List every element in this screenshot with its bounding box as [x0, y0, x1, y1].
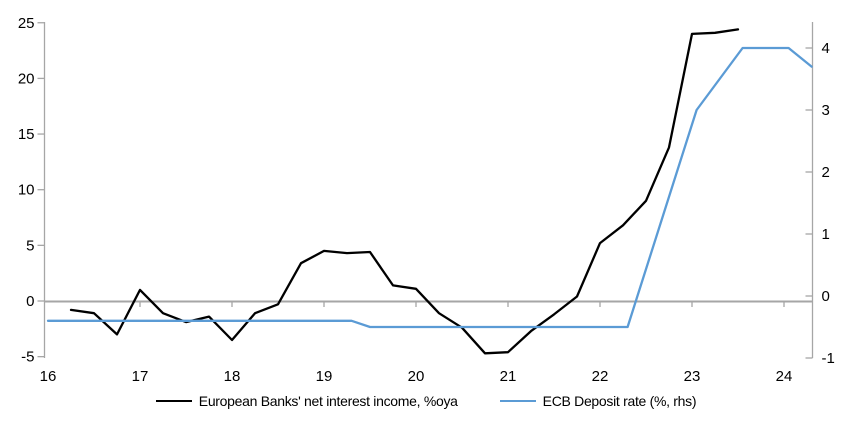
series-line-net-interest-income	[69, 28, 740, 355]
left-axis-tick-label: 15	[18, 126, 35, 143]
x-axis-tick-label: 16	[40, 368, 57, 385]
black-line-sample-icon	[155, 400, 192, 402]
left-axis-tick-label: 10	[18, 182, 35, 199]
right-axis-tick-label: -1	[822, 350, 835, 367]
left-axis-tick-label: -5	[21, 349, 34, 366]
legend-label-ecb-deposit-rate: ECB Deposit rate (%, rhs)	[542, 393, 697, 409]
left-axis-tick-label: 0	[26, 293, 34, 310]
legend-item-net-interest-income: European Banks' net interest income, %oy…	[155, 393, 458, 409]
x-axis-tick-label: 24	[776, 368, 793, 385]
x-axis-tick-label: 21	[500, 368, 517, 385]
right-axis-tick-label: 4	[822, 40, 830, 57]
left-axis-tick-label: 5	[26, 237, 34, 254]
x-axis-tick-label: 23	[684, 368, 701, 385]
left-axis-tick-label: 20	[18, 70, 35, 87]
x-axis-tick-label: 20	[408, 368, 425, 385]
series-line-ecb-deposit-rate	[46, 46, 813, 329]
right-axis-tick-label: 3	[822, 102, 830, 119]
x-axis-tick-label: 19	[316, 368, 333, 385]
x-axis-tick-label: 17	[132, 368, 149, 385]
right-axis-tick-label: 1	[822, 226, 830, 243]
chart-legend: European Banks' net interest income, %oy…	[0, 393, 852, 409]
blue-line-sample-icon	[499, 400, 536, 402]
right-axis-tick-label: 2	[822, 164, 830, 181]
legend-label-net-interest-income: European Banks' net interest income, %oy…	[198, 393, 458, 409]
right-axis-tick-label: 0	[822, 288, 830, 305]
legend-item-ecb-deposit-rate: ECB Deposit rate (%, rhs)	[499, 393, 697, 409]
left-axis-tick-label: 25	[18, 15, 35, 32]
x-axis-tick-label: 18	[224, 368, 241, 385]
x-axis-tick-label: 22	[592, 368, 609, 385]
